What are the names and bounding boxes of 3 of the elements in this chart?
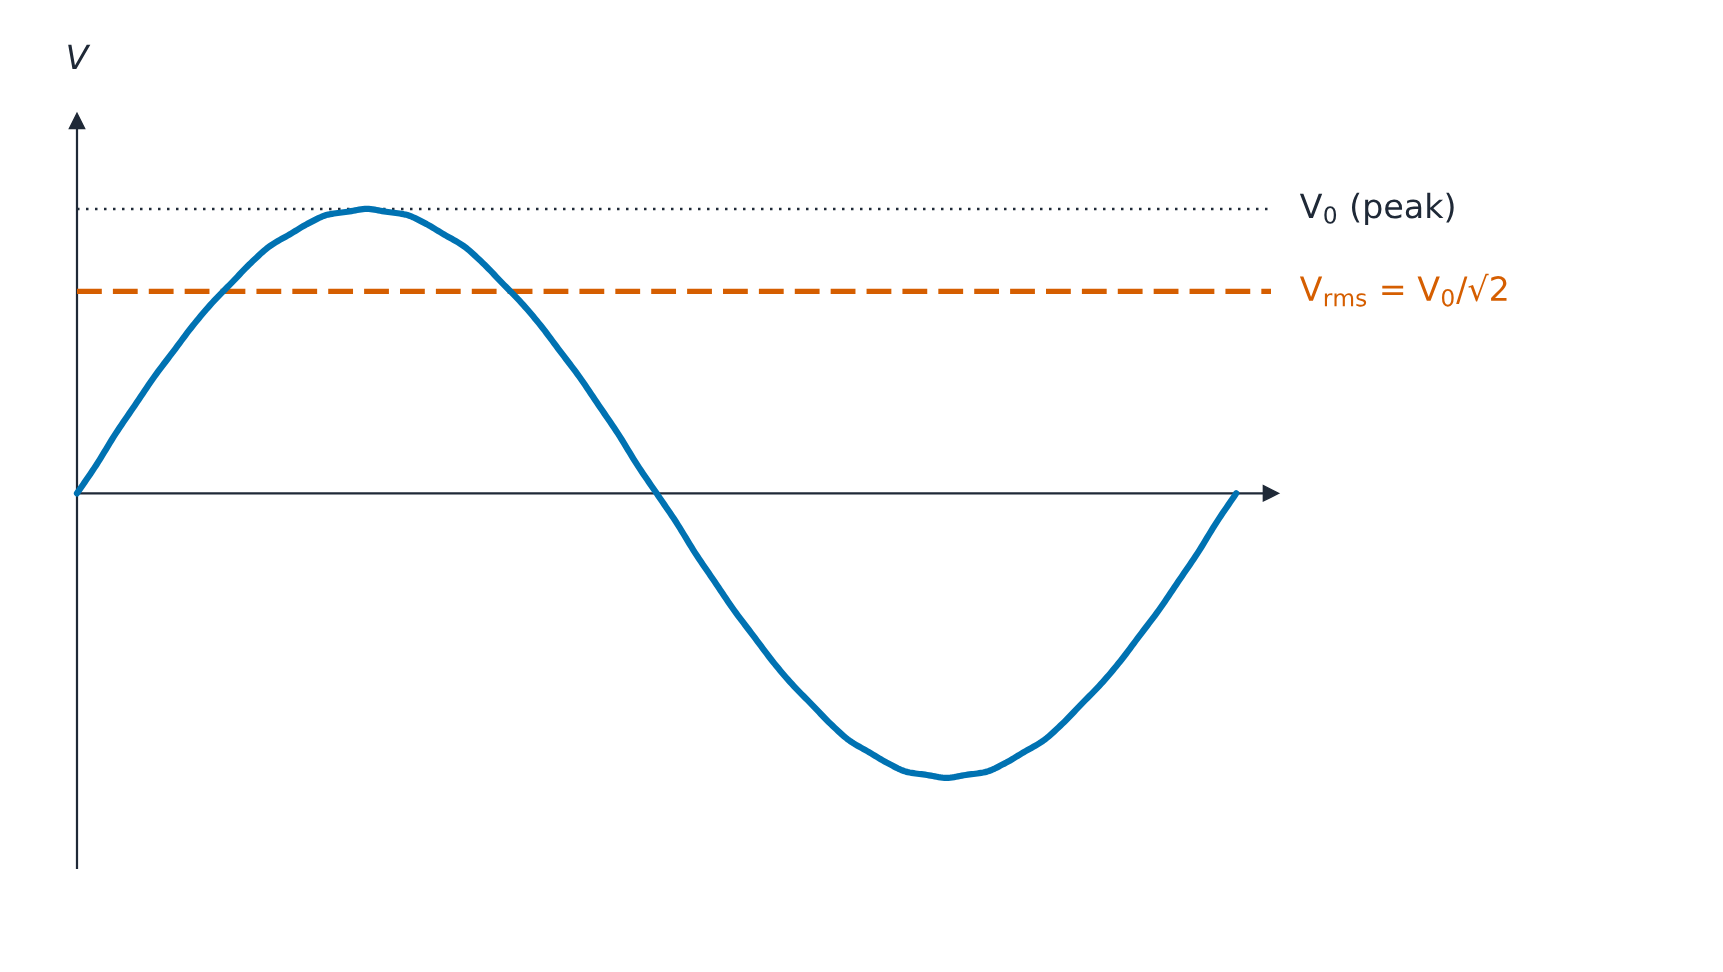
ref-line-label: V$_{0}$ (peak) xyxy=(1299,192,1454,225)
ref-line-label: V$_{rms}$ = V$_{0}$/√2 xyxy=(1299,273,1507,307)
y-axis-title: V xyxy=(68,44,91,69)
